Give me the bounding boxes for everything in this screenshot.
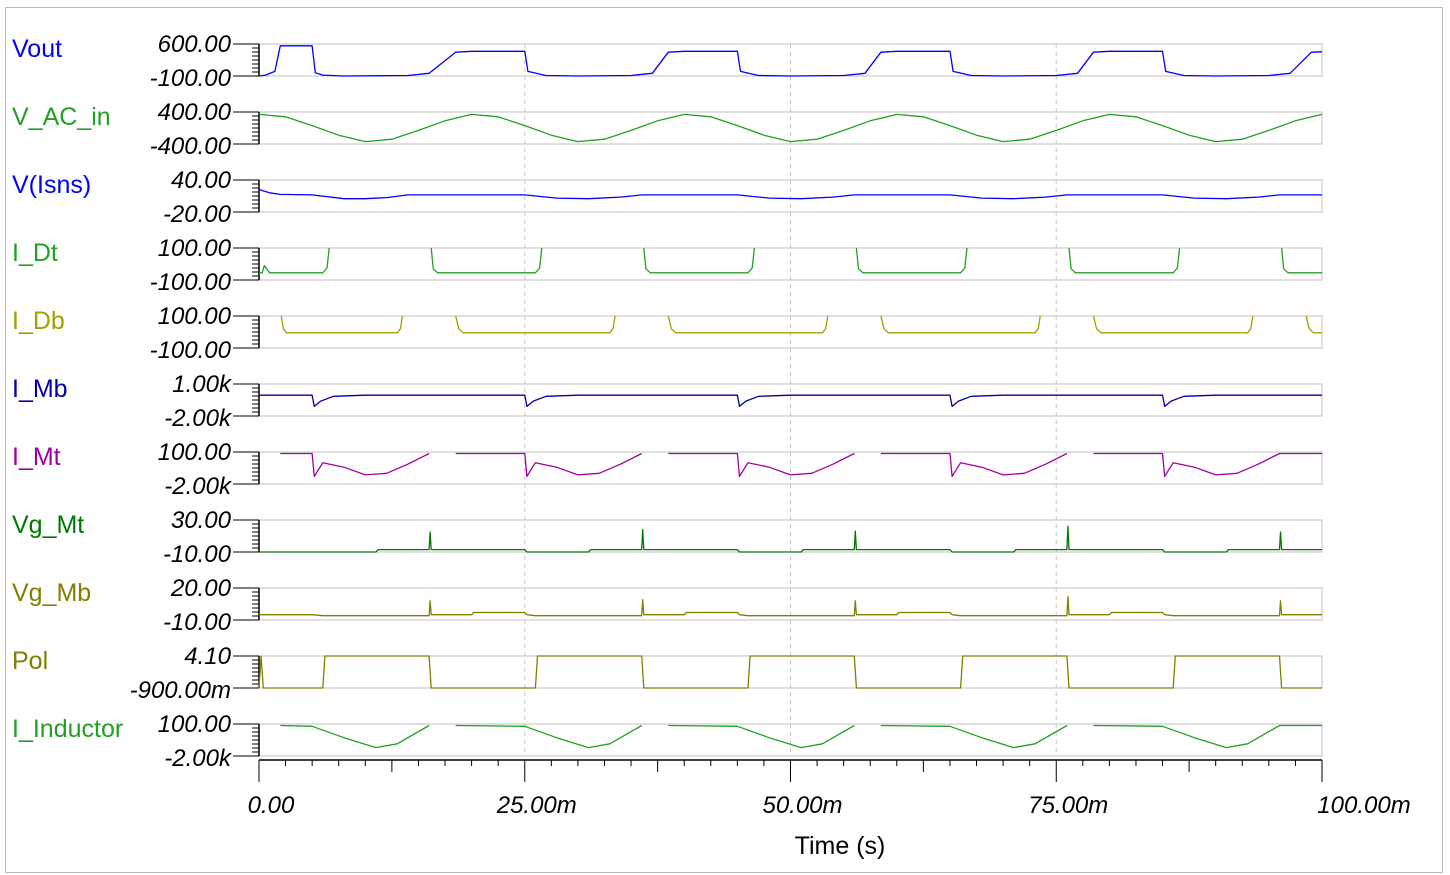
trace-panel: I_Dt 100.00 -100.00 (12, 235, 1323, 296)
trace-line (259, 525, 1322, 553)
y-tick-label-max: 4.10 (184, 643, 231, 670)
y-tick-label-max: 40.00 (171, 167, 232, 194)
y-tick-label-min: -900.00m (130, 677, 231, 704)
x-tick-label: 50.00m (762, 792, 842, 819)
x-grid (524, 44, 1057, 756)
trace-panel: Vg_Mb 20.00 -10.00 (12, 575, 1323, 636)
trace-panel: Vg_Mt 30.00 -10.00 (12, 507, 1323, 568)
trace-panel: Vout 600.00 -100.00 (12, 31, 1323, 92)
y-tick-label-max: 30.00 (171, 507, 232, 534)
trace-line (259, 394, 1322, 408)
trace-panel: I_Mt 100.00 -2.00k (12, 439, 1323, 500)
trace-panel: I_Db 100.00 -100.00 (12, 303, 1323, 364)
x-axis: 0.00 25.00m 50.00m 75.00m 100.00m (248, 759, 1411, 819)
y-tick-label-min: -20.00 (163, 201, 232, 228)
trace-label: V_AC_in (12, 103, 111, 131)
trace-line (280, 315, 1322, 334)
trace-panel: I_Inductor 100.00 -2.00k (12, 711, 1323, 772)
trace-panel: I_Mb 1.00k -2.00k (12, 371, 1323, 432)
trace-line (259, 595, 1322, 617)
trace-label: Vg_Mb (12, 579, 91, 607)
y-tick-label-max: 1.00k (172, 371, 233, 398)
trace-label: I_Mb (12, 375, 68, 403)
y-tick-label-max: 100.00 (158, 711, 232, 738)
y-tick-label-max: 20.00 (170, 575, 232, 602)
trace-label: Vout (12, 35, 62, 63)
trace-panel: V(Isns) 40.00 -20.00 (12, 167, 1323, 228)
y-tick-label-max: 100.00 (158, 235, 232, 262)
y-tick-label-max: 100.00 (158, 303, 232, 330)
trace-line (258, 188, 1322, 200)
y-tick-label-max: 600.00 (158, 31, 232, 58)
y-tick-label-min: -2.00k (164, 745, 233, 772)
trace-label: I_Dt (12, 239, 58, 267)
x-tick-label: 100.00m (1317, 792, 1410, 819)
trace-line (258, 655, 1322, 689)
y-tick-label-min: -400.00 (150, 133, 232, 160)
y-tick-label-min: -2.00k (164, 405, 233, 432)
x-tick-label: 0.00 (248, 792, 295, 819)
trace-panels: Vout 600.00 -100.00 V_AC_in 400.00 -400.00 V(I… (12, 31, 1323, 772)
trace-line (280, 452, 1322, 478)
trace-label: I_Mt (12, 443, 61, 471)
trace-label: Vg_Mt (12, 511, 84, 539)
plot-window (5, 7, 1443, 873)
y-tick-label-min: -10.00 (163, 541, 232, 568)
trace-label: I_Db (12, 307, 65, 335)
x-tick-label: 25.00m (496, 792, 577, 819)
y-tick-label-min: -100.00 (150, 65, 232, 92)
y-tick-label-min: -100.00 (150, 269, 232, 296)
x-tick-label: 75.00m (1028, 792, 1108, 819)
trace-panel: V_AC_in 400.00 -400.00 (12, 99, 1323, 160)
trace-line (280, 724, 1322, 749)
trace-label: Pol (12, 647, 48, 675)
trace-panel: Pol 4.10 -900.00m (12, 643, 1323, 704)
trace-line (259, 247, 1322, 274)
trace-line (258, 45, 1323, 77)
y-tick-label-min: -2.00k (164, 473, 233, 500)
trace-label: I_Inductor (12, 715, 123, 743)
y-tick-label-max: 100.00 (158, 439, 232, 466)
trace-label: V(Isns) (12, 171, 91, 199)
x-axis-title: Time (s) (795, 832, 886, 860)
y-tick-label-max: 400.00 (158, 99, 232, 126)
y-tick-label-min: -100.00 (150, 337, 232, 364)
y-tick-label-min: -10.00 (163, 609, 232, 636)
trace-line (258, 113, 1323, 143)
